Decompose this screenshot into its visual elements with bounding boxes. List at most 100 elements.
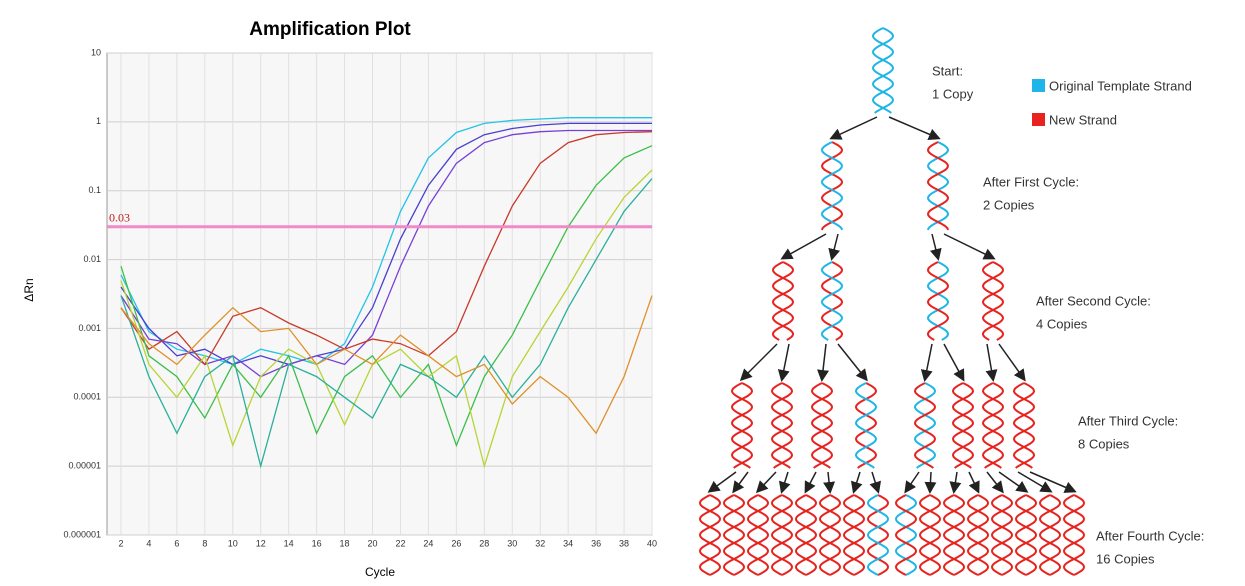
amplification-curve [120,129,652,378]
dna-strand [1012,382,1036,469]
x-tick-label: 18 [340,538,350,548]
stage-title: After Second Cycle: [1036,293,1151,308]
arrow [904,471,920,494]
arrow [780,233,827,260]
arrow [1017,471,1053,493]
arrow [804,471,817,494]
dna-strand [820,141,844,231]
dna-strand [926,141,950,231]
dna-strand [1012,382,1036,469]
stage-copies: 4 Copies [1036,316,1088,331]
arrow [755,471,777,494]
x-tick-label: 12 [256,538,266,548]
dna-strand [810,382,834,469]
dna-strand [918,494,942,576]
arrow [829,116,878,140]
threshold-label: 0.03 [109,210,130,224]
x-tick-label: 10 [228,538,238,548]
x-tick-label: 36 [591,538,601,548]
arrow [968,471,980,494]
dna-strand [951,382,975,469]
plot-area [106,52,653,536]
x-tick-label: 4 [146,538,151,548]
arrow [778,471,791,494]
legend-label: Original Template Strand [1049,78,1192,93]
y-tick-label: 0.001 [78,323,101,333]
y-tick-label: 0.000001 [63,529,101,539]
arrow [1029,471,1077,493]
x-tick-label: 20 [368,538,378,548]
arrow [998,343,1026,382]
arrow [888,116,941,140]
dna-strand [966,494,990,576]
x-tick-label: 8 [202,538,207,548]
stage-copies: 2 Copies [983,197,1035,212]
pcr-diagram: Start: 1 Copy After First Cycle: 2 Copies Af… [698,27,1204,576]
dna-strand [818,494,842,576]
dna-strand [981,382,1005,469]
amplification-curve [120,131,653,366]
x-tick-label: 30 [507,538,517,548]
dna-strand [966,494,990,576]
dna-strand [842,494,866,576]
dna-strand [913,382,937,469]
arrow [869,471,882,494]
amplification-curve [120,295,653,435]
dna-strand [866,494,890,576]
x-tick-label: 28 [479,538,489,548]
dna-strand [942,494,966,576]
dna-strand [771,261,795,341]
dna-strand [771,261,795,341]
arrow [929,233,942,261]
stage-title: Start: [932,63,963,78]
arrow [949,471,962,494]
dna-strand [722,494,746,576]
x-tick-label: 26 [451,538,461,548]
amplification-curve [120,145,653,448]
dna-strand [794,494,818,576]
dna-strand [794,494,818,576]
stage-title: After First Cycle: [983,174,1079,189]
dna-strand [866,494,890,576]
dna-strand [770,382,794,469]
x-tick-label: 22 [395,538,405,548]
dna-strand [894,494,918,576]
x-axis-label: Cycle [365,565,395,579]
dna-strand [951,382,975,469]
stage-copies: 1 Copy [932,86,974,101]
dna-strand [1038,494,1062,576]
dna-strand [698,494,722,576]
y-tick-label: 0.00001 [68,461,101,471]
stage-title: After Fourth Cycle: [1096,528,1204,543]
dna-strand [746,494,770,576]
x-tick-label: 32 [535,538,545,548]
dna-strand [810,382,834,469]
dna-strand [770,494,794,576]
dna-strand [926,141,950,231]
dna-strand [926,261,950,341]
dna-strand [871,27,895,114]
y-tick-label: 0.1 [88,185,101,195]
dna-strand [820,141,844,231]
dna-strand [770,382,794,469]
stage-copies: 8 Copies [1078,436,1130,451]
dna-strand [746,494,770,576]
y-tick-label: 0.0001 [73,392,101,402]
arrow [924,471,937,494]
arrow [850,471,863,494]
dna-strand [1014,494,1038,576]
amplification-curve [120,169,653,469]
dna-strand [770,494,794,576]
dna-strand [894,494,918,576]
arrow [823,471,836,494]
arrow [777,343,790,382]
x-tick-label: 2 [118,538,123,548]
amplification-curve [120,122,652,366]
arrow [943,233,996,260]
dna-strand [990,494,1014,576]
arrow [837,343,868,382]
dna-strand [722,494,746,576]
chart-title: Amplification Plot [249,19,411,40]
dna-strand [854,382,878,469]
